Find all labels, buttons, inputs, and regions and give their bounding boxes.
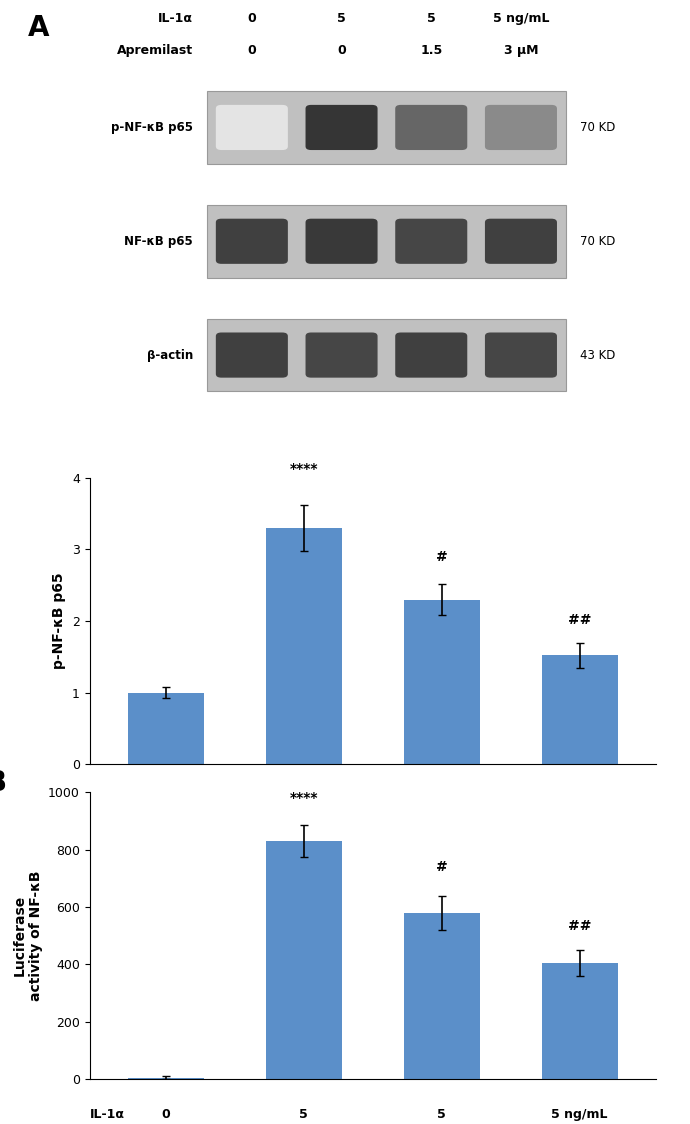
Text: #: #	[435, 550, 448, 564]
Text: 0: 0	[248, 44, 256, 56]
FancyBboxPatch shape	[485, 219, 557, 264]
Bar	[404, 599, 480, 764]
FancyBboxPatch shape	[485, 105, 557, 149]
FancyBboxPatch shape	[395, 219, 467, 264]
FancyBboxPatch shape	[216, 105, 288, 149]
Text: B: B	[0, 770, 6, 798]
Text: 0: 0	[299, 816, 308, 828]
Text: ##: ##	[568, 613, 591, 627]
Text: Apremilast: Apremilast	[90, 816, 166, 828]
Text: 5: 5	[337, 11, 346, 25]
FancyBboxPatch shape	[306, 105, 377, 149]
Text: 70 KD: 70 KD	[580, 121, 615, 134]
FancyBboxPatch shape	[395, 105, 467, 149]
Text: A: A	[28, 13, 49, 42]
Text: 0: 0	[161, 1108, 170, 1121]
Text: 3 μM: 3 μM	[562, 816, 597, 828]
Text: #: #	[435, 860, 448, 874]
Text: 0: 0	[248, 11, 256, 25]
Text: β-actin: β-actin	[147, 348, 193, 362]
Text: IL-1α: IL-1α	[90, 794, 125, 806]
Bar	[542, 655, 618, 764]
Text: p-NF-κB p65: p-NF-κB p65	[111, 121, 193, 134]
Text: 5: 5	[437, 1108, 446, 1121]
Text: 1.5: 1.5	[431, 816, 453, 828]
FancyBboxPatch shape	[216, 333, 288, 378]
Bar	[128, 1078, 204, 1079]
Bar	[404, 913, 480, 1079]
Text: IL-1α: IL-1α	[158, 11, 193, 25]
Text: 5: 5	[427, 11, 435, 25]
Text: Apremilast: Apremilast	[117, 44, 193, 56]
FancyBboxPatch shape	[485, 333, 557, 378]
Bar	[266, 841, 342, 1079]
Text: 0: 0	[337, 44, 346, 56]
Bar	[207, 205, 566, 278]
Text: 70 KD: 70 KD	[580, 235, 615, 247]
Text: 5: 5	[299, 1108, 308, 1121]
Text: 5: 5	[299, 794, 308, 806]
Bar	[128, 692, 204, 764]
Bar	[266, 528, 342, 764]
Text: IL-1α: IL-1α	[90, 1108, 125, 1121]
Text: 5 ng/mL: 5 ng/mL	[493, 11, 549, 25]
Text: 43 KD: 43 KD	[580, 348, 615, 362]
Text: 5 ng/mL: 5 ng/mL	[551, 794, 608, 806]
FancyBboxPatch shape	[306, 333, 377, 378]
Text: ****: ****	[289, 462, 318, 477]
Text: ##: ##	[568, 919, 591, 933]
Bar	[207, 91, 566, 164]
Bar	[542, 963, 618, 1079]
Text: 5 ng/mL: 5 ng/mL	[551, 1108, 608, 1121]
Y-axis label: Luciferase
activity of NF-κB: Luciferase activity of NF-κB	[12, 870, 43, 1001]
Text: 5: 5	[437, 794, 446, 806]
Text: ****: ****	[289, 791, 318, 805]
FancyBboxPatch shape	[395, 333, 467, 378]
FancyBboxPatch shape	[306, 219, 377, 264]
Y-axis label: p-NF-κB p65: p-NF-κB p65	[52, 573, 66, 669]
Text: 0: 0	[161, 794, 170, 806]
Text: 0: 0	[161, 816, 170, 828]
Bar	[207, 319, 566, 391]
Text: 3 μM: 3 μM	[504, 44, 538, 56]
FancyBboxPatch shape	[216, 219, 288, 264]
Text: NF-κB p65: NF-κB p65	[124, 235, 193, 247]
Text: 1.5: 1.5	[420, 44, 442, 56]
